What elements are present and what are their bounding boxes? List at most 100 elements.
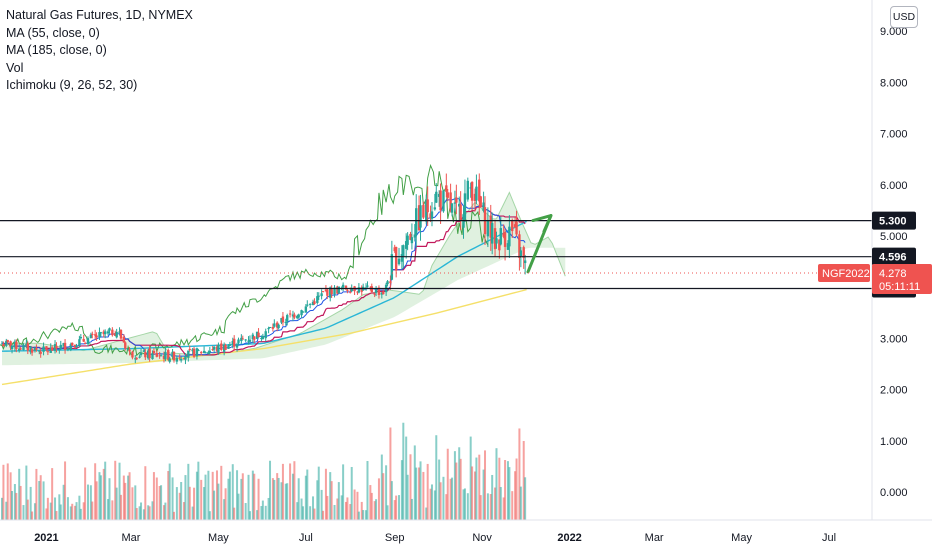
legend-ichimoku[interactable]: Ichimoku (9, 26, 52, 30) [6,78,138,93]
volume-bar [224,488,227,520]
candle-body [207,351,210,354]
candle-body [425,199,428,222]
volume-bar [330,481,333,520]
volume-bar [451,477,454,520]
volume-bar [353,489,356,520]
volume-bar [317,466,320,520]
time-tick: 2021 [34,532,58,544]
candle-body [171,351,174,357]
candle-body [304,306,308,313]
moving-averages [1,220,527,386]
legend-ma55[interactable]: MA (55, close, 0) [6,25,100,40]
candle-body [493,228,497,250]
volume-bar [473,471,476,520]
candle-body [111,329,114,336]
candle-body [164,351,167,360]
volume-bar [144,466,147,520]
candle-body [146,350,150,359]
volume-bar [148,506,151,520]
volume-bar [208,511,211,520]
time-tick: Mar [122,532,141,544]
time-axis[interactable]: 2021 Mar May Jul Sep Nov 2022 Mar May Jul [0,519,932,544]
volume-bar [84,467,87,520]
volume-bar [425,507,428,520]
candle-body [261,336,265,340]
candle-body [393,247,396,252]
volume-bar [142,509,145,520]
candle-body [79,336,83,339]
volume-bar [217,483,220,520]
candle-body [128,349,131,352]
volume-bar [389,427,392,520]
candle-body [486,219,490,237]
candle-body [288,313,292,315]
volume-bar [296,502,299,520]
symbol-tag: NGF2022 [822,268,870,280]
volume-bar [118,462,121,520]
volume-bar [158,486,161,520]
candle-body [118,331,121,333]
price-tick: 2.000 [880,385,908,397]
candle-body [228,344,232,346]
volume-bar [191,506,194,520]
volume-bar [445,494,448,520]
candle-body [15,341,18,350]
volume-bar [127,475,130,520]
volume-bar [439,482,442,520]
volume-bar [281,463,284,520]
candle-body [463,193,467,219]
volume-bar [115,487,118,520]
candle-body [402,245,405,258]
candle-body [5,340,8,346]
legend-title[interactable]: Natural Gas Futures, 1D, NYMEX [6,8,193,22]
volume-bar [108,478,111,520]
candle-body [102,331,105,335]
volume-bar [244,503,247,520]
candle-body [522,247,525,258]
candle-body [9,341,12,348]
candle-body [273,323,276,327]
volume-bar [410,498,413,520]
volume-bar [74,505,77,520]
candle-body [356,291,359,293]
volume-bar [164,502,167,520]
volume-bar [326,495,329,520]
last-price-label: 4.278 [879,268,907,280]
candle-body [158,355,161,357]
legend-ma185[interactable]: MA (185, close, 0) [6,43,107,58]
volume-bar [160,485,163,520]
candle-body [155,352,158,357]
candle-body [73,344,77,348]
candle-body [284,321,287,324]
currency-button[interactable]: USD [890,6,918,28]
candle-body [277,324,280,329]
candle-body [317,295,320,297]
candles [0,173,527,365]
candle-body [235,344,239,348]
legend-vol[interactable]: Vol [6,60,24,75]
candle-body [244,339,247,341]
candle-body [409,233,412,240]
volume-bar [162,505,165,520]
volume-bar [233,507,236,520]
volume-bar [183,502,186,520]
candle-body [175,357,179,362]
candle-body [382,291,385,295]
candle-body [211,349,214,351]
candle-body [473,193,477,202]
volume-bar [499,487,502,520]
volume-bar [418,467,421,520]
candle-body [260,337,263,339]
volume-bar [366,461,369,520]
volume-bar [240,478,243,520]
candle-body [415,208,418,235]
volume-bar [277,477,280,520]
volume-bar [223,499,226,520]
candle-body [316,296,319,303]
volume-bar [320,489,323,520]
volume-bar [362,510,365,520]
candle-body [124,342,127,349]
volume-bar [45,508,48,520]
candle-body [255,331,259,339]
